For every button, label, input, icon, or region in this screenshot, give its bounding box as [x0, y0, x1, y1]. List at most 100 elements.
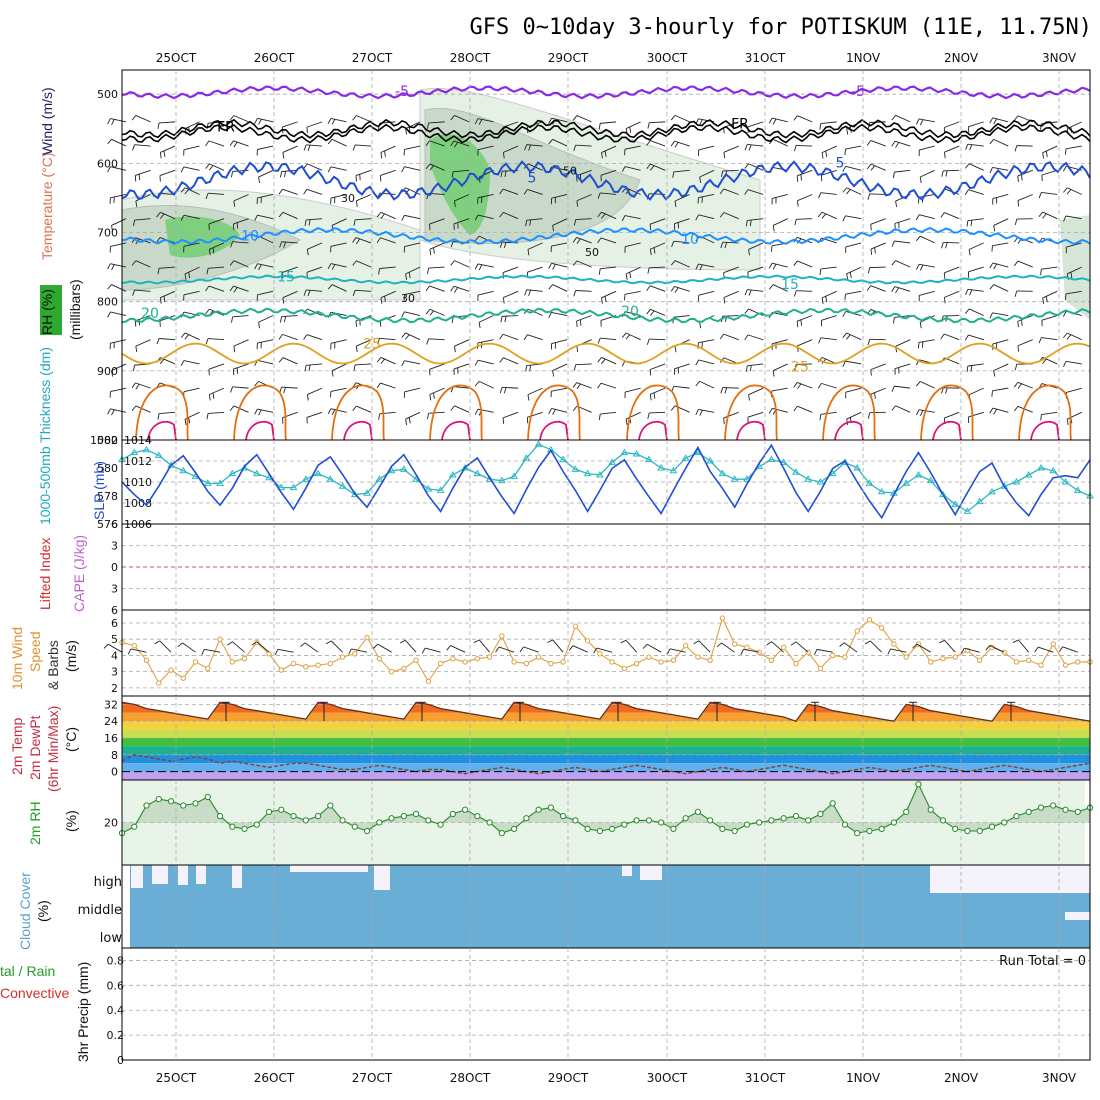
thickness-point: [216, 479, 224, 486]
wind-barb: [204, 648, 221, 653]
wind-speed-point: [646, 654, 652, 660]
wind-barb: [428, 121, 445, 124]
wind-barb: [477, 118, 494, 123]
wind-barb-flag: [989, 139, 995, 145]
wind-barb-flag: [745, 220, 748, 227]
wind-barb-flag: [649, 394, 652, 401]
contour-35-lobe: [147, 420, 177, 441]
wind-barb: [404, 387, 421, 393]
contour-30-lobe: [920, 384, 974, 441]
wind-barb-flag: [107, 139, 112, 145]
wind-barb: [747, 363, 764, 367]
thickness-point: [277, 483, 286, 491]
wind-barb-flag: [180, 187, 186, 193]
wind-barb: [477, 214, 494, 220]
wind-barb-flag: [111, 225, 113, 232]
thickness-point: [694, 448, 702, 456]
wind-barb: [331, 218, 347, 226]
wind-barb: [1042, 290, 1058, 299]
contour-30-lobe: [429, 384, 483, 441]
wind-barb-flag: [891, 115, 896, 121]
wind-barb-flag: [723, 152, 726, 159]
wind-barb: [1018, 639, 1030, 653]
rh-point: [388, 815, 395, 822]
wind-barb: [183, 214, 200, 220]
wind-barb: [404, 360, 421, 365]
wind-barb: [989, 645, 1005, 653]
wind-barb-flag: [184, 334, 189, 340]
wind-barb: [796, 290, 813, 292]
wind-barb: [233, 115, 249, 123]
rh-point: [903, 808, 910, 815]
wind-barb-flag: [966, 365, 969, 373]
lifted-index-axis-label: Lifted Index: [37, 538, 53, 610]
wind-barb: [429, 242, 445, 250]
thickness-point: [448, 471, 457, 478]
wind-barb-flag: [527, 394, 530, 401]
thickness-point: [988, 487, 996, 495]
wind-barb: [916, 643, 931, 653]
wind-barb-flag: [818, 337, 822, 344]
cape-axis-label: CAPE (J/kg): [71, 535, 87, 612]
wind-barb-flag: [989, 407, 994, 414]
wind-barb: [575, 363, 592, 366]
wind-barb-flag: [331, 119, 336, 125]
wind-barb: [747, 266, 764, 273]
wind-barb-flag: [529, 219, 532, 226]
wind-speed-point: [658, 659, 664, 665]
thickness-point: [730, 475, 739, 482]
wind-barb-flag: [867, 412, 871, 419]
wind-barb: [576, 315, 592, 322]
wind-barb-flag: [450, 140, 455, 147]
wind-barb-flag: [399, 639, 406, 644]
wind-barb-flag: [254, 408, 258, 415]
wind-barb: [796, 218, 813, 220]
wind-barb: [208, 192, 225, 195]
wind-barb: [894, 169, 911, 173]
wind-barb: [944, 411, 960, 419]
wind-barb: [772, 117, 788, 123]
wind-barb-flag: [405, 128, 408, 135]
wind-barb-flag: [719, 333, 725, 340]
wind-barb-flag: [450, 260, 455, 266]
rh-point: [621, 821, 628, 828]
thickness-point: [595, 471, 604, 478]
wind-barb-flag: [1013, 260, 1019, 267]
upper-ylabels: Temperature (°C) Wind (m/s) RH (%) (mill…: [39, 87, 83, 340]
rh-point: [633, 817, 640, 824]
wind-barb: [650, 163, 666, 171]
wind-barb-flag: [212, 392, 215, 399]
wind-barb: [551, 408, 568, 413]
wind-barb-flag: [308, 219, 311, 226]
x-tick-top-26OCT: 26OCT: [254, 51, 295, 65]
wind-barb: [820, 121, 837, 125]
wind-barb-flag: [989, 312, 993, 319]
wind-speed-point: [511, 659, 517, 665]
wind-barb: [650, 242, 666, 250]
wind-speed-point: [241, 655, 248, 662]
wind-barb-flag: [231, 316, 234, 323]
wind-barb: [650, 308, 666, 316]
upper-ytick-900: 900: [97, 365, 118, 378]
wind-barb-flag: [572, 260, 578, 266]
wind-barb: [111, 218, 127, 226]
wind-barb-flag: [1066, 418, 1069, 426]
wind-barb: [330, 117, 347, 123]
wind-barb: [992, 387, 1009, 392]
wind-barb-flag: [421, 647, 426, 654]
wind-barb: [282, 145, 298, 153]
wind-barb: [107, 643, 123, 653]
wind-barb-flag: [892, 172, 895, 179]
wind-barb-flag: [474, 263, 479, 270]
wind-barb-flag: [573, 219, 577, 226]
wind-barb-flag: [744, 334, 749, 341]
wind-barb: [527, 188, 543, 195]
wind-barb: [135, 115, 151, 123]
wind-barb: [968, 189, 984, 195]
wind-barb-flag: [258, 119, 262, 125]
wind-barb: [821, 169, 837, 176]
wind-barb-flag: [502, 417, 505, 424]
thickness-point: [461, 464, 469, 471]
wind-barb-flag: [723, 297, 726, 304]
wind-barb-flag: [943, 272, 946, 279]
